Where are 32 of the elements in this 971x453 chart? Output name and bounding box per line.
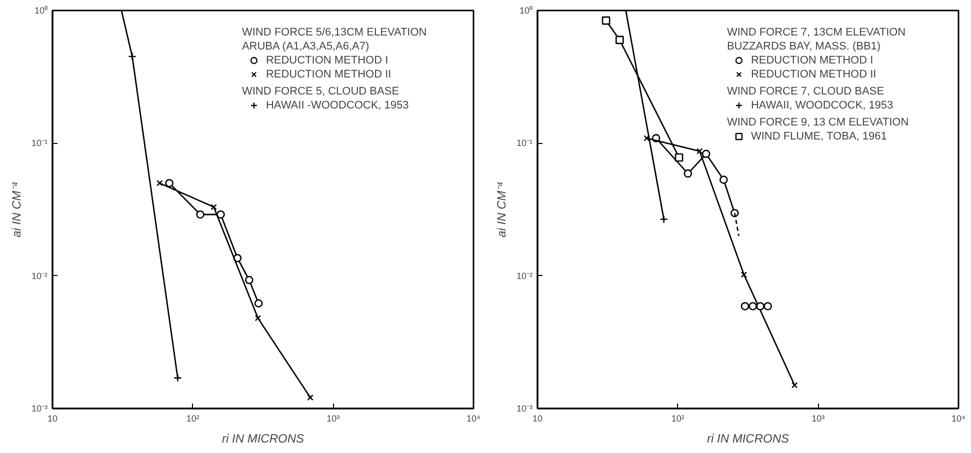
annotation: WIND FORCE 7, 13CM ELEVATION BUZZARDS BAY, MASS. (BB1) bbox=[726, 26, 906, 52]
x-tick-label: 10 bbox=[47, 414, 58, 424]
x-tick-label: 10² bbox=[671, 414, 684, 424]
annotation: WIND FORCE 9, 13 CM ELEVATION bbox=[726, 116, 909, 128]
x-tick-label: 10³ bbox=[812, 414, 825, 424]
legend-label: HAWAII, WOODCOCK, 1953 bbox=[750, 100, 894, 112]
y-tick-label: 10⁻³ bbox=[31, 404, 48, 414]
y-tick-label: 10⁻¹ bbox=[516, 138, 533, 148]
x-tick-label: 10⁴ bbox=[466, 414, 481, 424]
y-axis-title: ai IN CM⁻⁴ bbox=[494, 182, 508, 238]
x-tick-label: 10³ bbox=[326, 414, 340, 424]
x-tick-label: 10 bbox=[532, 414, 543, 424]
y-tick-label: 10⁻¹ bbox=[31, 138, 48, 148]
legend-label: HAWAII -WOODCOCK, 1953 bbox=[266, 100, 409, 112]
x-tick-label: 10⁴ bbox=[952, 414, 966, 424]
x-axis-title: ri IN MICRONS bbox=[707, 432, 789, 446]
x-axis-title: ri IN MICRONS bbox=[222, 432, 304, 446]
y-tick-label: 10⁰ bbox=[519, 6, 533, 16]
annotation: WIND FORCE 7, CLOUD BASE bbox=[726, 86, 884, 98]
annotation: WIND FORCE 5/6,13CM ELEVATION ARUBA (A1,A3,A5,A6,A7) bbox=[242, 26, 427, 52]
y-tick-label: 10⁻² bbox=[516, 270, 533, 281]
legend-label: WIND FLUME, TOBA, 1961 bbox=[750, 130, 887, 142]
legend-label: REDUCTION METHOD II bbox=[266, 68, 392, 80]
y-tick-label: 10⁻² bbox=[31, 270, 48, 281]
annotation: WIND FORCE 5, CLOUD BASE bbox=[242, 86, 400, 98]
y-tick-label: 10⁰ bbox=[34, 6, 48, 16]
x-tick-label: 10² bbox=[186, 414, 200, 424]
y-tick-label: 10⁻³ bbox=[516, 404, 533, 414]
legend-label: REDUCTION METHOD II bbox=[750, 68, 876, 80]
y-axis-title: ai IN CM⁻⁴ bbox=[9, 182, 24, 238]
legend-label: REDUCTION METHOD I bbox=[266, 54, 388, 66]
legend-label: REDUCTION METHOD I bbox=[750, 54, 874, 66]
